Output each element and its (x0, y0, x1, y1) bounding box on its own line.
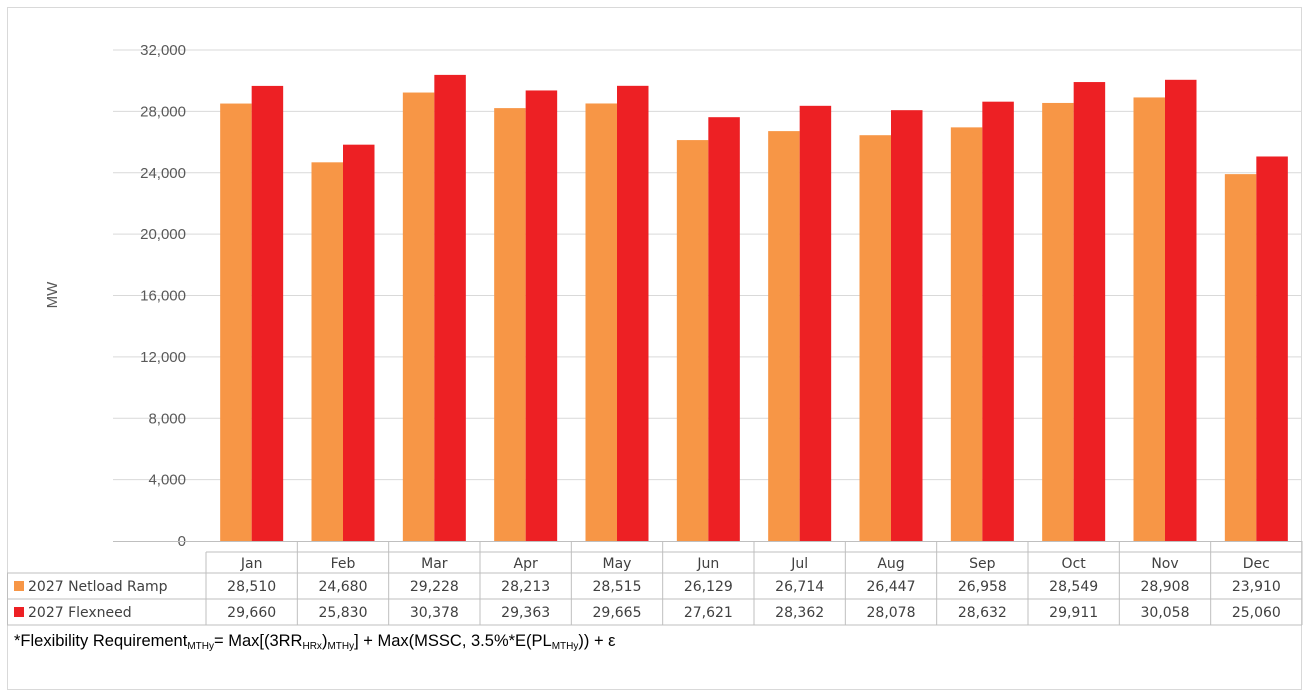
x-tick-label: Sep (969, 556, 996, 572)
data-label: 29,911 (1049, 605, 1098, 621)
data-label: 28,549 (1049, 579, 1098, 595)
bar-2027-flexneed-dec (1256, 156, 1288, 541)
x-tick-label: Oct (1062, 556, 1087, 572)
bar-2027-flexneed-feb (343, 144, 375, 541)
bar-2027-flexneed-oct (1073, 82, 1106, 541)
legend-label: 2027 Netload Ramp (28, 579, 168, 595)
x-tick-label: Feb (331, 556, 356, 572)
bar-2027-netload-ramp-dec (1224, 174, 1257, 542)
x-tick-label: Nov (1151, 556, 1178, 572)
x-tick-label: Apr (514, 556, 538, 572)
y-tick-label: 24,000 (140, 165, 186, 182)
formula-footnote: *Flexibility RequirementMTHy= Max[(3RRHR… (14, 632, 1294, 652)
bar-2027-flexneed-jun (708, 117, 740, 542)
bar-2027-netload-ramp-may (585, 103, 617, 542)
data-label: 28,510 (227, 579, 276, 595)
data-label: 28,908 (1141, 579, 1190, 595)
data-label: 29,228 (410, 579, 459, 595)
footnote-text: )) + ε (578, 632, 616, 650)
data-label: 26,714 (775, 579, 824, 595)
data-label: 28,362 (775, 605, 824, 621)
bar-2027-netload-ramp-jan (220, 103, 252, 542)
bar-2027-netload-ramp-jun (676, 140, 709, 541)
data-label: 23,910 (1232, 579, 1281, 595)
data-label: 29,665 (593, 605, 642, 621)
y-tick-label: 28,000 (140, 103, 186, 120)
bar-2027-netload-ramp-feb (311, 162, 343, 541)
bar-2027-flexneed-aug (891, 110, 923, 541)
y-tick-label: 8,000 (148, 410, 186, 427)
data-label: 25,830 (319, 605, 368, 621)
bar-2027-flexneed-mar (434, 74, 466, 541)
x-tick-label: Dec (1243, 556, 1270, 572)
bars (220, 74, 1288, 542)
x-tick-label: May (603, 556, 632, 572)
bar-2027-flexneed-nov (1165, 79, 1197, 542)
data-label: 29,363 (501, 605, 550, 621)
footnote-subscript: HRx (302, 641, 322, 652)
footnote-subscript: MTHy (327, 641, 355, 652)
y-tick-label: 32,000 (140, 42, 186, 59)
y-tick-label: 12,000 (140, 349, 186, 366)
bar-2027-flexneed-sep (982, 101, 1014, 542)
bar-2027-netload-ramp-mar (402, 92, 435, 542)
y-axis-title: MW (44, 281, 61, 308)
data-label: 28,632 (958, 605, 1007, 621)
x-tick-label: Aug (877, 556, 904, 572)
y-axis-ticks: 04,0008,00012,00016,00020,00024,00028,00… (140, 42, 186, 550)
data-label: 29,660 (227, 605, 276, 621)
footnote-text: ) (321, 632, 328, 650)
footnote-subscript: MTHy (187, 641, 214, 652)
bar-2027-flexneed-may (617, 85, 649, 541)
x-tick-label: Jun (696, 556, 719, 572)
data-label: 30,378 (410, 605, 459, 621)
legend-label: 2027 Flexneed (28, 605, 132, 621)
bar-2027-netload-ramp-aug (859, 135, 891, 541)
bar-2027-netload-ramp-jul (768, 131, 800, 541)
bar-2027-netload-ramp-sep (950, 127, 983, 541)
footnote-text: *Flexibility Requirement (14, 632, 188, 650)
x-tick-label: Jul (790, 556, 808, 572)
data-label: 26,958 (958, 579, 1007, 595)
footnote-text: ] + Max(MSSC, 3.5%*E(PL (354, 632, 552, 650)
bar-2027-flexneed-apr (525, 90, 558, 541)
legend-swatch (14, 581, 24, 591)
footnote-subscript: MTHy (551, 641, 579, 652)
data-table: Jan Feb Mar Apr May Jun Jul Aug Sep Oct Nov Dec 2027… (7, 541, 1303, 626)
data-label: 27,621 (684, 605, 733, 621)
data-label: 26,129 (684, 579, 733, 595)
bar-2027-netload-ramp-nov (1133, 97, 1165, 541)
x-tick-label: Jan (240, 556, 263, 572)
bar-2027-flexneed-jul (799, 105, 832, 542)
y-tick-label: 20,000 (140, 226, 186, 243)
footnote-text: = Max[(3RR (214, 632, 303, 650)
data-label: 30,058 (1141, 605, 1190, 621)
data-label: 28,078 (867, 605, 916, 621)
bar-2027-netload-ramp-oct (1042, 102, 1074, 541)
bar-2027-flexneed-jan (251, 85, 284, 542)
bar-2027-netload-ramp-apr (494, 108, 526, 541)
data-label: 25,060 (1232, 605, 1281, 621)
data-label: 26,447 (867, 579, 916, 595)
y-tick-label: 4,000 (148, 472, 186, 489)
data-label: 28,213 (501, 579, 550, 595)
x-tick-label: Mar (421, 556, 448, 572)
legend-swatch (14, 607, 24, 617)
data-label: 28,515 (593, 579, 642, 595)
y-tick-label: 16,000 (140, 288, 186, 305)
data-label: 24,680 (319, 579, 368, 595)
